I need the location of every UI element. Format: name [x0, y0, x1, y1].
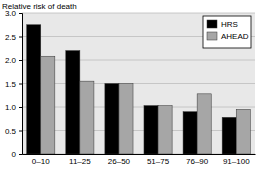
y-tick-mark: [19, 107, 22, 108]
y-axis-line: [19, 14, 23, 155]
y-tick-label: 1.0: [5, 103, 17, 112]
chart: 00.51.01.52.02.53.00–1011–2526–5051–7576…: [0, 0, 259, 170]
x-tick-label: 76–90: [186, 157, 209, 166]
y-axis-title: Relative risk of death: [2, 2, 77, 11]
bar: [41, 56, 55, 154]
grid: [22, 13, 255, 154]
y-tick: 1.5: [5, 80, 22, 89]
y-tick: 0.5: [5, 127, 22, 136]
x-tick: 51–75: [147, 154, 170, 166]
bar: [144, 106, 158, 154]
grid-line: [22, 60, 255, 61]
grid-line: [22, 130, 255, 131]
plot-background: [22, 13, 255, 154]
bar: [222, 117, 236, 154]
bar: [119, 84, 133, 155]
grid-line: [22, 107, 255, 108]
y-tick-label: 2.5: [5, 33, 17, 42]
y-tick-label: 1.5: [5, 80, 17, 89]
x-tick: 76–90: [186, 154, 209, 166]
y-tick-label: 0.5: [5, 127, 17, 136]
y-tick: 2.5: [5, 33, 22, 42]
x-tick-label: 91–100: [223, 157, 250, 166]
plot: 00.51.01.52.02.53.00–1011–2526–5051–7576…: [5, 9, 256, 166]
bar: [183, 112, 197, 154]
bar: [66, 51, 80, 154]
legend: HRS AHEAD: [203, 16, 251, 48]
grid-line: [22, 154, 255, 155]
y-tick-label: 0: [12, 150, 17, 159]
grid-line: [22, 13, 255, 14]
bar: [197, 94, 211, 154]
legend-box: [203, 16, 251, 48]
y-axis: 00.51.01.52.02.53.0: [5, 9, 23, 159]
bar: [27, 25, 41, 154]
x-axis: 0–10 11–25 26–50 51–75 76–90 91–100: [23, 154, 256, 166]
bar: [158, 106, 172, 154]
bar: [80, 81, 94, 154]
y-tick: 0: [12, 150, 22, 159]
legend-swatch: [207, 32, 217, 40]
y-tick-mark: [19, 84, 22, 85]
x-tick: 26–50: [108, 154, 131, 166]
x-tick-label: 0–10: [32, 157, 50, 166]
grid-line: [22, 83, 255, 84]
y-tick-mark: [19, 60, 22, 61]
x-tick-label: 26–50: [108, 157, 131, 166]
y-tick-mark: [19, 37, 22, 38]
bar: [236, 109, 250, 154]
legend-label: AHEAD: [221, 32, 249, 41]
y-tick-mark: [19, 131, 22, 132]
y-tick-mark: [19, 154, 22, 155]
x-tick: 0–10: [32, 154, 50, 166]
x-axis-line: [23, 154, 256, 155]
legend-swatch: [207, 20, 217, 28]
x-tick-label: 11–25: [69, 157, 91, 166]
x-tick: 91–100: [223, 154, 250, 166]
y-tick-label: 2.0: [5, 56, 17, 65]
legend-label: HRS: [221, 20, 238, 29]
y-tick: 2.0: [5, 56, 22, 65]
x-tick: 11–25: [69, 154, 91, 166]
x-tick-label: 51–75: [147, 157, 170, 166]
y-tick-mark: [19, 13, 22, 14]
bar: [105, 84, 119, 155]
y-tick: 1.0: [5, 103, 22, 112]
